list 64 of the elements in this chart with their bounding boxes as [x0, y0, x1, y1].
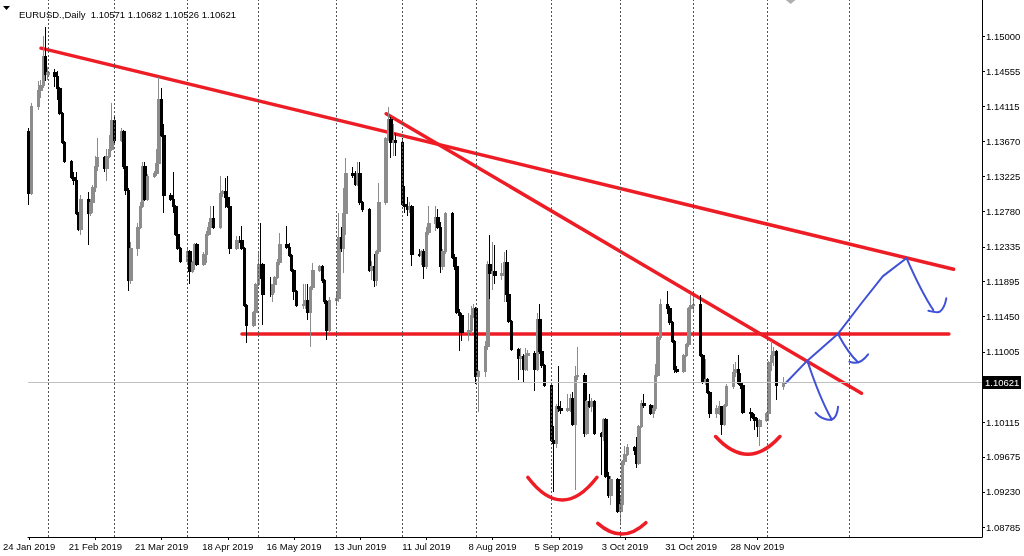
candlestick [146, 173, 149, 202]
candlestick [593, 399, 596, 436]
candlestick [46, 66, 50, 81]
candlestick [30, 102, 33, 196]
candlestick [195, 242, 199, 267]
y-tick-label: 1.11450 [986, 311, 1020, 323]
x-tick-label: 21 Feb 2019 [68, 540, 123, 552]
y-tick-label: 1.12780 [986, 206, 1021, 218]
candlestick [503, 251, 506, 303]
candlestick [318, 264, 322, 273]
y-tick-label: 1.11895 [986, 276, 1020, 288]
candlestick [533, 350, 537, 392]
candlestick [493, 244, 497, 285]
candlestick [737, 354, 740, 386]
x-tick-label: 11 Jul 2019 [402, 540, 451, 552]
candlestick [219, 175, 222, 230]
candlestick [491, 241, 494, 291]
candlestick [517, 347, 520, 381]
candlestick [555, 403, 558, 449]
candlestick [477, 369, 480, 413]
candlestick [519, 347, 523, 371]
x-tick-label: 18 Apr 2019 [202, 540, 254, 552]
y-tick-label: 1.08785 [986, 521, 1021, 533]
x-tick-label: 21 Mar 2019 [134, 540, 189, 552]
candlestick [732, 363, 735, 390]
text: EURUSD.,Daily 1.10571 1.10682 1.10526 1.10621 [19, 8, 237, 20]
candlestick [616, 477, 620, 514]
candlestick [718, 400, 721, 416]
candlestick [302, 283, 305, 310]
candlestick [609, 475, 613, 506]
candlestick [368, 207, 371, 273]
candlestick [756, 417, 759, 438]
x-tick-label: 28 Nov 2019 [730, 540, 785, 552]
candlestick [526, 349, 530, 372]
candlestick [212, 205, 215, 230]
candlestick [715, 404, 719, 419]
y-tick-label: 1.13670 [986, 135, 1021, 147]
x-tick-label: 8 Aug 2019 [468, 540, 517, 552]
x-tick-label: 5 Sep 2019 [534, 540, 584, 552]
y-tick-label: 1.11005 [986, 346, 1020, 358]
y-tick-label: 1.10115 [986, 416, 1020, 428]
candlestick [37, 80, 40, 111]
y-tick-label: 1.14555 [986, 65, 1021, 77]
x-tick-label: 24 Jan 2019 [3, 540, 56, 552]
candlestick [692, 296, 695, 314]
x-tick-label: 16 May 2019 [266, 540, 322, 552]
candlestick [649, 403, 653, 416]
y-tick-label: 1.13225 [986, 171, 1021, 182]
x-tick-label: 13 Jun 2019 [334, 540, 387, 552]
y-tick-label: 1.09230 [986, 486, 1021, 498]
y-tick-label: 1.12335 [986, 241, 1021, 253]
candlestick [370, 260, 374, 281]
candlestick [590, 397, 594, 413]
y-tick-label: 1.15000 [986, 30, 1021, 42]
candlestick [642, 393, 646, 409]
candlestick [129, 241, 133, 285]
y-tick-label: 1.09675 [986, 451, 1021, 463]
x-tick-label: 3 Oct 2019 [601, 540, 649, 552]
candlestick [328, 296, 331, 333]
y-tick-label: 1.14115 [986, 100, 1020, 112]
candlestick [775, 349, 778, 401]
ref-line-label: 1.10621 [985, 376, 1020, 388]
candlestick [224, 177, 227, 209]
x-tick-label: 31 Oct 2019 [665, 540, 718, 552]
